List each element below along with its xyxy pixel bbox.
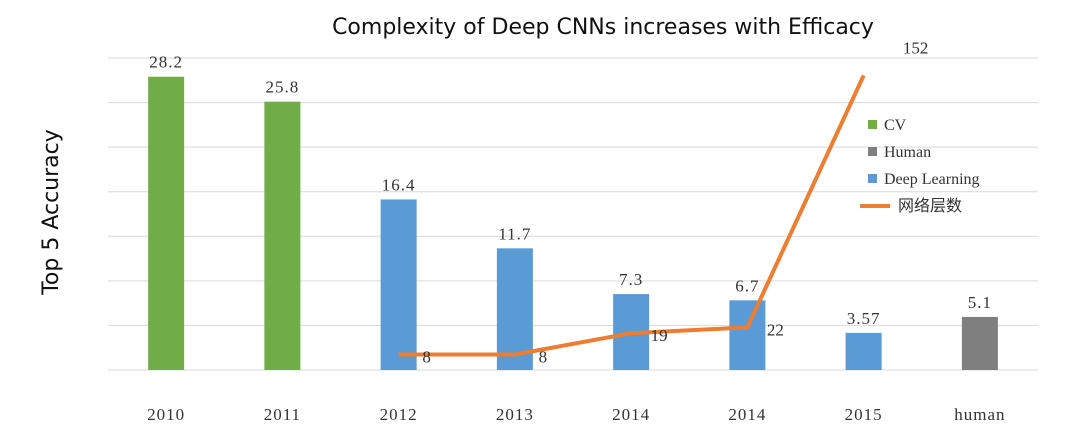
bar-value-label: 11.7 xyxy=(498,224,531,243)
x-tick-label: 2012 xyxy=(380,405,418,424)
bar xyxy=(845,332,882,370)
line-point-label: 8 xyxy=(539,348,548,367)
legend: CV Human Deep Learning 网络层数 xyxy=(860,117,980,215)
bar xyxy=(264,101,301,371)
bar xyxy=(496,248,533,370)
line-point-label: 19 xyxy=(651,326,668,345)
x-tick-label: 2014 xyxy=(728,405,766,424)
line-point-label: 8 xyxy=(422,348,431,367)
x-tick-label: human xyxy=(954,405,1005,424)
x-tick-label: 2015 xyxy=(845,405,883,424)
bar xyxy=(729,300,766,370)
bar-value-label: 16.4 xyxy=(382,175,416,194)
bar-value-label: 6.7 xyxy=(735,276,759,295)
y-axis-label: Top 5 Accuracy xyxy=(39,129,64,296)
line-point-label: 152 xyxy=(903,39,929,58)
bar xyxy=(148,76,185,370)
legend-swatch xyxy=(868,174,877,183)
bar-value-label: 3.57 xyxy=(847,309,881,328)
legend-label: Deep Learning xyxy=(884,171,980,188)
line-point-label: 22 xyxy=(767,320,784,339)
legend-label: Human xyxy=(884,144,931,161)
legend-label: 网络层数 xyxy=(898,196,962,215)
legend-swatch xyxy=(868,147,877,156)
bar xyxy=(961,316,998,370)
gridlines xyxy=(108,57,1038,371)
line-series: 8 8 19 22 152 xyxy=(398,39,929,367)
x-tick-label: 2014 xyxy=(612,405,650,424)
x-tick-labels: 2010 2011 2012 2013 2014 2014 2015 human xyxy=(147,405,1005,424)
bar-value-label: 7.3 xyxy=(619,270,643,289)
chart-title: Complexity of Deep CNNs increases with E… xyxy=(332,15,874,40)
x-tick-label: 2010 xyxy=(147,405,185,424)
bar-value-label: 25.8 xyxy=(266,78,300,97)
x-tick-label: 2011 xyxy=(264,405,301,424)
legend-label: CV xyxy=(884,117,907,134)
bars: 28.2 25.8 16.4 11.7 7.3 6.7 3.57 5.1 xyxy=(148,53,998,371)
bar-value-label: 5.1 xyxy=(968,293,992,312)
x-tick-label: 2013 xyxy=(496,405,534,424)
legend-swatch xyxy=(868,120,877,129)
bar xyxy=(380,199,417,370)
bar-value-label: 28.2 xyxy=(149,53,183,72)
line-series-path xyxy=(398,74,866,357)
